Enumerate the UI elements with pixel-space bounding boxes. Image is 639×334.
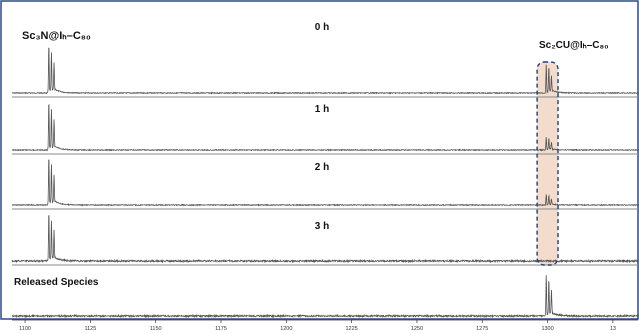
background-layer [0,0,639,320]
x-tick-label: 1125 [84,326,96,332]
x-tick-label: 1275 [476,326,488,332]
panel-labels: 0 h 1 h 2 h 3 h Released Species [14,22,329,288]
figure-frame [0,0,639,320]
highlight-outline [536,61,559,266]
spectra-traces [11,47,639,319]
panel-label: 0 h [315,22,329,33]
x-axis: 1100 1125 1150 1175 1200 1225 1250 1275 1300 13 [12,319,638,332]
spectrum-trace [11,103,639,152]
spectrum-trace [11,275,639,319]
x-tick-label: 1150 [150,326,162,332]
x-tick-label: 1100 [19,326,31,332]
x-tick-label: 1250 [411,326,423,332]
x-tick-label: 1200 [280,326,292,332]
x-tick-label: 1175 [215,326,227,332]
x-tick-label: 1225 [346,326,358,332]
panel-label: Released Species [14,277,99,288]
spectrum-trace [11,215,639,264]
left-compound-label: Sc₃N@Iₕ–C₈₀ [22,30,91,42]
spectrum-trace [11,159,639,207]
panel-label: 1 h [315,104,329,115]
highlight-band [537,62,559,265]
x-tick-label: 13 [610,326,616,332]
panel-label: 3 h [315,221,329,232]
panel-label: 2 h [315,162,329,173]
right-compound-label: Sc₂CU@Iₕ–C₈₀ [539,40,609,51]
x-tick-label: 1300 [541,326,553,332]
spectrum-trace [11,47,639,95]
